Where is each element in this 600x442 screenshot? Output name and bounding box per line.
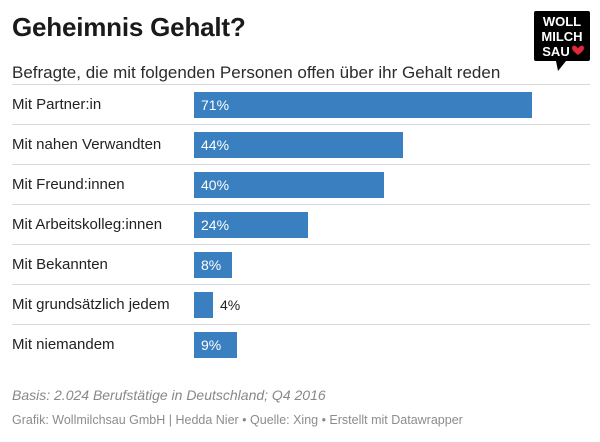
- chart-row: Mit Freund:innen 40%: [12, 164, 590, 205]
- chart-row: Mit grundsätzlich jedem 4%: [12, 284, 590, 325]
- credit-line: Grafik: Wollmilchsau GmbH | Hedda Nier •…: [12, 413, 463, 427]
- wollmilchsau-logo: WOLL MILCH SAU: [534, 11, 590, 71]
- logo-line-2: MILCH: [541, 29, 582, 44]
- value-label: 9%: [201, 337, 222, 353]
- chart-row: Mit nahen Verwandten 44%: [12, 124, 590, 165]
- bar: [194, 292, 213, 318]
- value-label: 71%: [201, 97, 230, 113]
- chart-row: Mit Partner:in 71%: [12, 84, 590, 125]
- category-label: Mit Partner:in: [12, 96, 102, 113]
- chart-row: Mit niemandem 9%: [12, 324, 590, 365]
- bar: [194, 252, 232, 278]
- bar: [194, 92, 532, 118]
- heart-icon: [572, 45, 584, 55]
- chart-row: Mit Arbeitskolleg:innen 24%: [12, 204, 590, 245]
- category-label: Mit Freund:innen: [12, 176, 125, 193]
- category-label: Mit Bekannten: [12, 256, 108, 273]
- category-label: Mit nahen Verwandten: [12, 136, 162, 153]
- bar: [194, 172, 384, 198]
- bar: [194, 132, 403, 158]
- chart-row: Mit Bekannten 8%: [12, 244, 590, 285]
- logo-line-3: SAU: [542, 44, 569, 59]
- source-note: Basis: 2.024 Berufstätige in Deutschland…: [12, 387, 326, 403]
- value-label: 44%: [201, 137, 230, 153]
- logo-line-1: WOLL: [543, 14, 581, 29]
- value-label: 4%: [220, 297, 241, 313]
- category-label: Mit niemandem: [12, 336, 115, 353]
- bar: [194, 332, 237, 358]
- bar-chart: Mit Partner:in 71% Mit nahen Verwandten 44%…: [0, 84, 600, 366]
- value-label: 8%: [201, 257, 222, 273]
- category-label: Mit Arbeitskolleg:innen: [12, 216, 163, 233]
- value-label: 24%: [201, 217, 230, 233]
- value-label: 40%: [201, 177, 230, 193]
- chart-title: Geheimnis Gehalt?: [12, 12, 246, 42]
- logo-speech-bubble: [534, 11, 590, 71]
- chart-subtitle: Befragte, die mit folgenden Personen off…: [12, 63, 501, 82]
- bar: [194, 212, 308, 238]
- category-label: Mit grundsätzlich jedem: [12, 296, 170, 313]
